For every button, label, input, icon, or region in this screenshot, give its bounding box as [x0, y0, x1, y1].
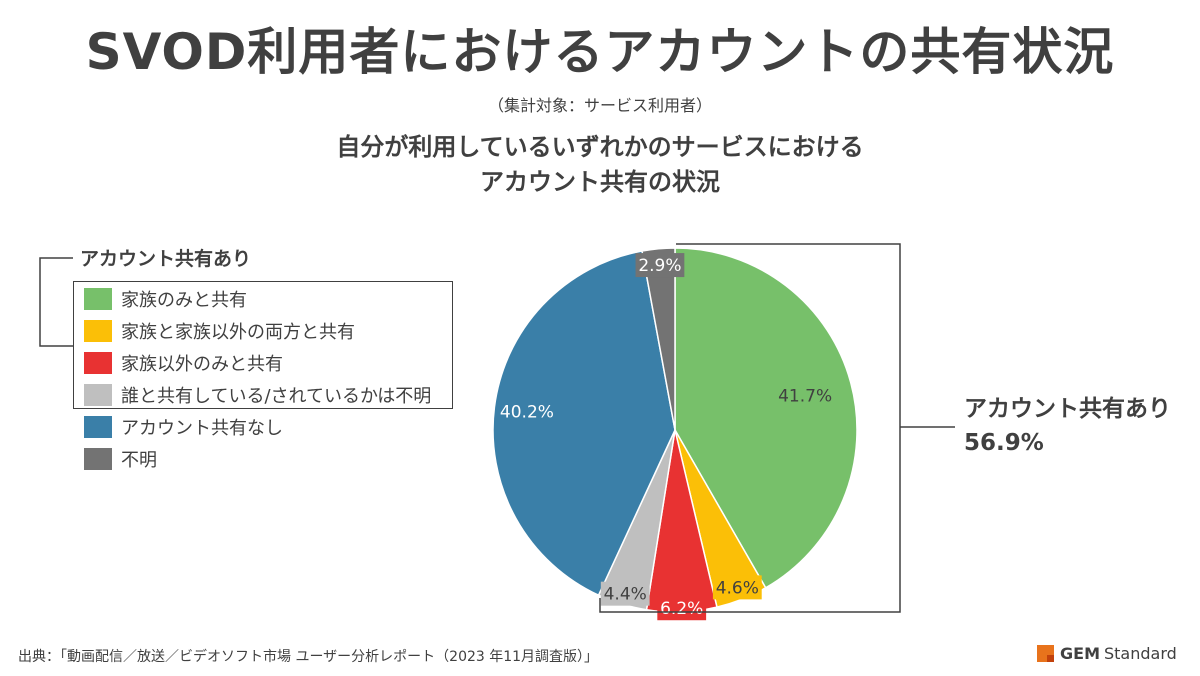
legend-label: 家族と家族以外の両方と共有 — [121, 322, 355, 343]
pie-label-5: 40.2% — [500, 402, 554, 422]
legend-item-5: アカウント共有なし — [84, 412, 283, 442]
chart-subtitle-line-2: アカウント共有の状況 — [480, 168, 720, 196]
legend-item-2: 家族と家族以外の両方と共有 — [84, 316, 355, 346]
pie-slice-1 — [674, 247, 858, 589]
legend-label: 家族のみと共有 — [121, 290, 247, 311]
legend-group-heading: アカウント共有あり — [80, 248, 252, 270]
pie-labels: 41.7% 4.6% 6.2% 4.4% 40.2% 2.9% — [500, 253, 832, 621]
logo-brand: GEM — [1060, 644, 1100, 663]
legend-label: アカウント共有なし — [121, 418, 283, 439]
logo-name: Standard — [1103, 644, 1177, 663]
page-title: SVOD利用者におけるアカウントの共有状況 — [85, 23, 1115, 81]
share-group-bracket — [599, 243, 901, 613]
logo-mark-icon — [1037, 645, 1054, 662]
legend-group-box — [73, 281, 453, 409]
survey-target-note: （集計対象：サービス利用者） — [487, 96, 712, 115]
legend-swatch — [84, 384, 112, 406]
pie-label-bg-6 — [635, 253, 685, 278]
legend-item-1: 家族のみと共有 — [84, 284, 247, 314]
pie-slices — [492, 247, 858, 613]
legend-group-bracket — [39, 257, 73, 347]
legend-swatch — [84, 448, 112, 470]
pie-label-bg-4 — [600, 581, 650, 606]
share-callout: アカウント共有あり 56.9% — [964, 392, 1171, 460]
pie-slice-6 — [641, 247, 676, 431]
share-callout-label: アカウント共有あり — [964, 396, 1171, 422]
legend-label: 誰と共有している/されているかは不明 — [121, 386, 432, 407]
pie-label-4: 4.4% — [604, 585, 647, 605]
legend-swatch — [84, 416, 112, 438]
legend-swatch — [84, 352, 112, 374]
pie-label-2: 4.6% — [716, 578, 759, 598]
legend-item-3: 家族以外のみと共有 — [84, 348, 283, 378]
legend-swatch — [84, 288, 112, 310]
chart-subtitle-line-1: 自分が利用しているいずれかのサービスにおける — [336, 133, 864, 161]
chart-subtitle: 自分が利用しているいずれかのサービスにおける アカウント共有の状況 — [0, 130, 1200, 200]
pie-label-bg-2 — [712, 575, 762, 600]
source-note: 出典：「動画配信／放送／ビデオソフト市場 ユーザー分析レポート（2023 年11… — [18, 649, 599, 665]
legend-label: 不明 — [121, 450, 157, 471]
legend-label: 家族以外のみと共有 — [121, 354, 283, 375]
gem-standard-logo: GEM Standard — [1037, 644, 1177, 663]
legend-swatch — [84, 320, 112, 342]
pie-label-bg-3 — [657, 596, 707, 621]
pie-label-1: 41.7% — [778, 386, 832, 406]
pie-slice-5 — [492, 250, 676, 597]
share-callout-value: 56.9% — [964, 430, 1044, 456]
pie-label-3: 6.2% — [660, 599, 703, 619]
legend-item-6: 不明 — [84, 444, 157, 474]
legend-item-4: 誰と共有している/されているかは不明 — [84, 380, 431, 410]
pie-label-6: 2.9% — [638, 256, 681, 276]
